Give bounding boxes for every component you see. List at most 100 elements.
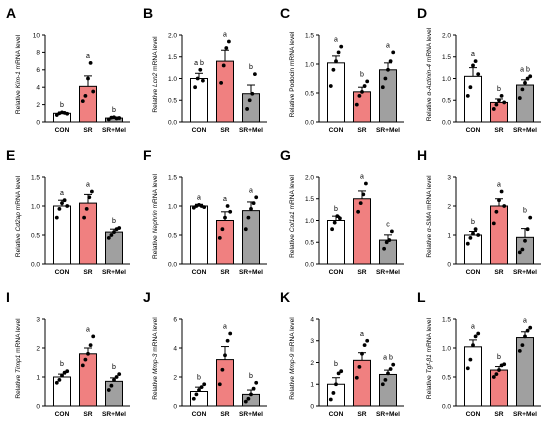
x-tick-label: CON: [329, 269, 344, 276]
y-tick-label: 1: [447, 232, 451, 239]
significance-letter: b: [112, 364, 116, 371]
data-point: [193, 85, 198, 90]
x-tick-label: SR: [494, 269, 503, 276]
significance-letter: a: [471, 51, 475, 58]
panel-L: L Relative Tgf-β1 mRNA level 0.0 0.5 1.0 1.5 a…: [417, 289, 541, 418]
y-axis-label-gene: Nephrin: [152, 210, 159, 233]
x-tick-label: CON: [329, 411, 344, 418]
y-axis-label-suffix: mRNA level: [15, 318, 22, 355]
data-point: [528, 325, 533, 330]
data-point: [112, 230, 116, 235]
bar-con: [327, 383, 345, 407]
y-tick-label: 0.5: [442, 98, 451, 105]
data-point: [383, 76, 388, 81]
data-point: [471, 343, 475, 347]
y-axis-label-suffix: mRNA level: [426, 175, 433, 212]
x-tick-label: SR+Mel: [513, 127, 537, 134]
data-point: [465, 366, 470, 371]
data-point: [88, 60, 93, 65]
data-point: [91, 334, 96, 339]
data-point: [364, 181, 368, 186]
data-point: [365, 79, 370, 84]
data-point: [520, 247, 525, 252]
data-point: [388, 367, 393, 371]
x-tick-label: SR+Mel: [102, 411, 126, 418]
y-axis-label: Relative Kim-1 mRNA level: [15, 34, 22, 114]
y-axis-label-prefix: Relative: [15, 88, 22, 114]
y-axis-label-suffix: mRNA level: [289, 175, 296, 212]
bar-con: [327, 220, 345, 265]
y-axis-label: Relative Podocin mRNA level: [289, 31, 296, 117]
significance-letter: c: [386, 221, 390, 228]
x-tick-label: CON: [192, 269, 207, 276]
y-tick-label: 1.5: [305, 32, 314, 39]
data-point: [386, 67, 390, 72]
y-axis-label-prefix: Relative: [426, 373, 433, 399]
panel-K: K Relative Mmp-9 mRNA level 0 1 2 3 4 b CON a SR a …: [280, 289, 404, 418]
data-point: [80, 363, 85, 368]
x-tick-label: CON: [55, 411, 70, 418]
data-point: [243, 227, 248, 232]
data-point: [331, 67, 336, 72]
data-point: [473, 227, 478, 232]
data-point: [217, 236, 222, 240]
y-axis-label-suffix: mRNA level: [15, 175, 22, 212]
data-point: [250, 91, 255, 96]
x-tick-label: SR: [83, 411, 92, 418]
panel-letter: C: [280, 5, 290, 21]
y-axis-label-suffix: mRNA level: [289, 31, 296, 68]
data-point: [245, 107, 250, 111]
data-point: [497, 198, 501, 203]
significance-letter: a b: [383, 355, 393, 362]
y-tick-label: 0.5: [305, 240, 314, 247]
y-axis-label: Relative Mmp-3 mRNA level: [152, 317, 159, 400]
y-tick-label: 0: [447, 261, 451, 268]
y-tick-label: 8: [36, 50, 40, 57]
panel-letter: G: [280, 147, 291, 163]
x-tick-label: SR+Mel: [239, 411, 263, 418]
y-tick-label: 10: [33, 32, 41, 39]
y-axis-label: Relative Mmp-9 mRNA level: [289, 317, 296, 400]
y-axis-label: Relative Cd2ap mRNA level: [15, 175, 22, 257]
data-point: [365, 338, 370, 343]
y-axis-label: Relative Col1a1 mRNA level: [289, 175, 296, 258]
bar-con: [464, 75, 482, 123]
data-point: [383, 378, 388, 382]
y-tick-label: 0.5: [168, 98, 177, 105]
y-axis-label: Relative Nephrin mRNA level: [152, 173, 159, 259]
data-point: [476, 233, 481, 237]
data-point: [106, 388, 111, 392]
data-point: [91, 89, 96, 94]
significance-letter: b: [334, 361, 338, 368]
panel-H: H Relative α-SMA mRNA level 0 1 2 3 b CON a SR b SR…: [417, 147, 541, 276]
data-point: [525, 227, 530, 232]
data-point: [491, 375, 496, 379]
significance-letter: b: [471, 219, 475, 226]
y-tick-label: 0.5: [305, 90, 314, 97]
y-tick-label: 2: [36, 102, 40, 109]
y-axis-label-prefix: Relative: [289, 92, 296, 118]
y-axis-label-suffix: mRNA level: [152, 173, 159, 210]
data-point: [117, 226, 122, 230]
data-point: [494, 102, 499, 107]
data-point: [220, 227, 225, 232]
panel-letter: K: [280, 289, 290, 305]
data-point: [336, 371, 341, 376]
data-point: [491, 221, 496, 226]
data-point: [473, 334, 478, 339]
data-point: [476, 72, 481, 77]
data-point: [84, 207, 89, 211]
x-tick-label: SR+Mel: [239, 127, 263, 134]
data-point: [251, 386, 256, 391]
significance-letter: a b: [520, 66, 530, 73]
panel-G: G Relative Col1a1 mRNA level 0.0 0.5 1.0 1.5 2…: [280, 147, 404, 276]
significance-letter: a: [249, 187, 253, 194]
data-point: [357, 364, 362, 369]
data-point: [62, 198, 67, 203]
data-point: [251, 201, 256, 206]
data-point: [517, 250, 522, 255]
y-tick-label: 2: [173, 374, 177, 381]
data-point: [60, 373, 64, 378]
data-point: [219, 80, 224, 85]
data-point: [391, 362, 396, 367]
